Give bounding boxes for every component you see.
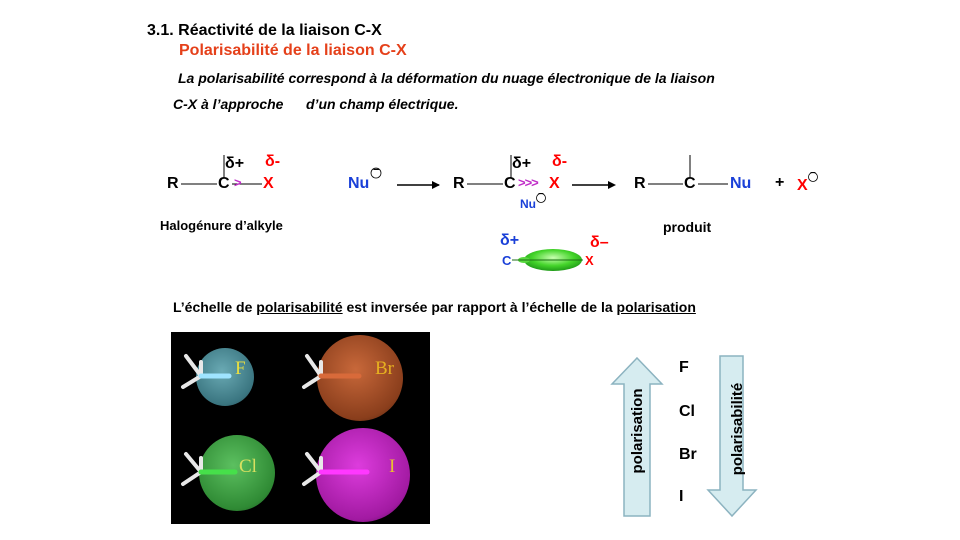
polarisabilite-label-text: polarisabilité — [728, 382, 746, 476]
scale-br: Br — [679, 446, 697, 463]
substrate-c: C — [218, 175, 230, 192]
ts-nucleophile: Nu — [520, 197, 536, 211]
ts-delta-plus: δ+ — [512, 155, 532, 172]
intro-line-2a: C-X à l’approche — [173, 96, 284, 112]
orbital-delta-plus: δ+ — [500, 232, 520, 249]
label-f: F — [235, 358, 246, 379]
product-label: produit — [663, 219, 712, 235]
halogen-orbital-panel: F Br Cl I — [171, 332, 430, 524]
scale-statement-term2: polarisation — [616, 299, 696, 315]
scale-i: I — [679, 488, 684, 505]
ts-polarization-arrows: >>> — [518, 175, 539, 190]
polarisation-label: polarisation — [626, 388, 648, 473]
substrate-delta-minus: δ- — [265, 153, 281, 170]
ts-nucleophile-charge: − — [538, 189, 544, 200]
reaction-arrow-2-head — [608, 181, 616, 189]
polarisabilite-label: polarisabilité — [726, 383, 748, 476]
intro-line-1: La polarisabilité correspond à la déform… — [178, 70, 715, 86]
scale-statement: L’échelle de polarisabilité est inversée… — [173, 299, 696, 315]
scale-cl: Cl — [679, 403, 695, 420]
nucleophile: Nu — [348, 175, 370, 192]
section-subtitle: Polarisabilité de la liaison C-X — [179, 42, 407, 59]
intro-line-2b: d’un champ électrique. — [306, 96, 459, 112]
substrate-x: X — [263, 175, 274, 192]
ts-x: X — [549, 175, 560, 192]
label-br: Br — [375, 358, 394, 379]
orbital-c: C — [502, 253, 512, 268]
substrate-label: Halogénure d’alkyle — [160, 218, 283, 233]
polarisabilite-down-arrow — [706, 355, 758, 518]
reaction-scheme-lines — [181, 155, 818, 271]
label-i: I — [389, 456, 396, 477]
ts-r: R — [453, 175, 465, 192]
leaving-group-x: X — [797, 177, 808, 194]
section-title: 3.1. Réactivité de la liaison C-X — [147, 22, 382, 39]
scale-statement-part2: est inversée par rapport à l’échelle de … — [346, 299, 613, 315]
substrate-delta-plus: δ+ — [225, 155, 245, 172]
substrate-polarization-arrow: > — [234, 175, 242, 190]
iodine-orbital — [316, 428, 410, 522]
scale-arrows — [610, 355, 758, 518]
substrate-r: R — [167, 175, 179, 192]
scale-statement-term1: polarisabilité — [256, 299, 343, 315]
polarisation-up-arrow — [610, 356, 664, 517]
scale-f: F — [679, 359, 689, 376]
leaving-group-charge: − — [810, 168, 816, 179]
label-cl: Cl — [239, 456, 257, 477]
halogen-bond-sticks — [181, 354, 370, 486]
orbital-x: X — [585, 253, 594, 268]
orbital-delta-minus: δ– — [590, 234, 609, 251]
product-c: C — [684, 175, 696, 192]
scale-statement-part1: L’échelle de — [173, 299, 253, 315]
ts-delta-minus: δ- — [552, 153, 568, 170]
ts-c: C — [504, 175, 516, 192]
nucleophile-charge: − — [373, 164, 380, 176]
product-nu: Nu — [730, 175, 752, 192]
nu-ts-charge-circle — [536, 193, 546, 203]
reaction-arrow-1-head — [432, 181, 440, 189]
x-charge-circle — [808, 172, 818, 182]
polarisation-label-text: polarisation — [628, 388, 646, 474]
product-r: R — [634, 175, 646, 192]
plus-sign: + — [775, 174, 785, 191]
nu-charge-circle — [370, 167, 382, 179]
